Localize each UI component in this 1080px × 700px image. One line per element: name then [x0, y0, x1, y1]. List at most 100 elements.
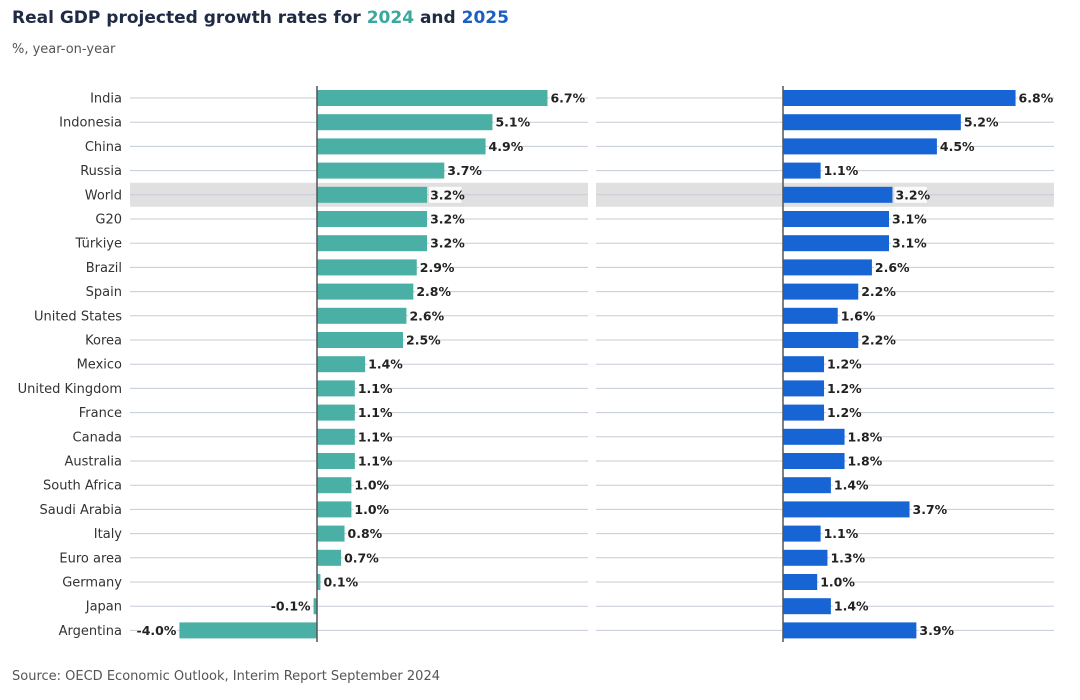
bar-2025-france — [783, 404, 825, 421]
value-label-bg-2024-france — [356, 404, 390, 421]
value-label-2025-saudi-arabia: 3.7% — [913, 502, 948, 517]
bar-2025-united-states — [783, 307, 838, 324]
value-label-2025-italy: 1.1% — [824, 526, 859, 541]
value-label-bg-2024-g20 — [429, 211, 462, 227]
value-label-2024-euro-area: 0.7% — [344, 550, 379, 565]
value-label-2024-saudi-arabia: 1.0% — [354, 502, 389, 517]
value-label-2025-mexico: 1.2% — [827, 357, 862, 372]
value-label-bg-2025-brazil — [873, 259, 907, 276]
bar-2025-canada — [783, 428, 845, 445]
value-label-bg-2025-italy — [822, 525, 856, 542]
bar-2025-world — [783, 186, 893, 203]
bar-2025-russia — [783, 162, 821, 179]
value-label-2024-world: 3.2% — [430, 187, 465, 202]
value-label-bg-2024-saudi-arabia — [353, 501, 386, 518]
bar-2025-brazil — [783, 259, 872, 276]
bar-2024-china — [317, 138, 486, 155]
value-label-2025-india: 6.8% — [1019, 91, 1054, 106]
category-label-united-kingdom: United Kingdom — [18, 382, 122, 397]
bar-2025-argentina — [783, 622, 917, 639]
value-label-bg-2025-france — [826, 404, 859, 421]
bar-2025-united-kingdom — [783, 380, 825, 397]
value-label-bg-2025-south-africa — [832, 477, 866, 494]
category-label-japan: Japan — [85, 600, 122, 615]
value-label-bg-2024-united-states — [408, 307, 441, 324]
value-label-bg-2025-korea — [860, 332, 893, 348]
category-label-t-rkiye: Türkiye — [74, 237, 122, 252]
value-label-2024-australia: 1.1% — [358, 454, 393, 469]
value-label-2025-russia: 1.1% — [824, 163, 859, 178]
source-note: Source: OECD Economic Outlook, Interim R… — [12, 669, 440, 684]
value-label-2024-south-africa: 1.0% — [354, 478, 389, 493]
bar-2024-argentina — [179, 622, 317, 639]
value-label-2025-spain: 2.2% — [861, 284, 896, 299]
category-label-south-africa: South Africa — [43, 479, 122, 494]
category-label-mexico: Mexico — [77, 358, 122, 373]
value-label-bg-2024-india — [549, 90, 582, 106]
value-label-2025-world: 3.2% — [895, 187, 930, 202]
bar-2025-indonesia — [783, 114, 961, 131]
title-prefix: Real GDP projected growth rates for — [12, 8, 367, 28]
bar-2024-india — [317, 90, 548, 106]
value-label-2025-japan: 1.4% — [834, 599, 869, 614]
category-label-spain: Spain — [86, 285, 122, 300]
category-label-g20: G20 — [95, 213, 122, 228]
value-label-2024-france: 1.1% — [358, 405, 393, 420]
value-label-2025-korea: 2.2% — [861, 333, 896, 348]
value-label-bg-2025-g20 — [891, 211, 924, 227]
category-label-korea: Korea — [85, 334, 122, 349]
value-label-bg-2024-germany — [322, 574, 355, 590]
value-label-2024-brazil: 2.9% — [420, 260, 455, 275]
value-label-bg-2025-mexico — [826, 356, 859, 373]
category-label-argentina: Argentina — [59, 624, 122, 639]
value-label-bg-2024-brazil — [418, 259, 452, 276]
bar-2024-france — [317, 404, 355, 421]
bar-2025-china — [783, 138, 937, 155]
bar-2024-t-rkiye — [317, 235, 428, 252]
value-label-2024-japan: -0.1% — [271, 599, 311, 614]
category-label-saudi-arabia: Saudi Arabia — [40, 503, 123, 518]
value-label-2025-south-africa: 1.4% — [834, 478, 869, 493]
value-label-bg-2024-euro-area — [343, 549, 376, 566]
bar-2025-saudi-arabia — [783, 501, 910, 518]
bar-2024-indonesia — [317, 114, 493, 131]
value-label-2024-united-kingdom: 1.1% — [358, 381, 393, 396]
bar-2025-spain — [783, 283, 859, 300]
value-label-2024-indonesia: 5.1% — [495, 115, 530, 130]
value-label-2024-china: 4.9% — [489, 139, 524, 154]
value-label-2024-india: 6.7% — [550, 91, 585, 106]
value-label-2024-g20: 3.2% — [430, 212, 465, 227]
bar-2024-brazil — [317, 259, 417, 276]
bar-2024-g20 — [317, 211, 428, 227]
value-label-2025-australia: 1.8% — [848, 454, 883, 469]
bar-2024-canada — [317, 428, 355, 445]
bar-2024-south-africa — [317, 477, 352, 494]
value-label-bg-2024-canada — [356, 428, 390, 445]
value-label-2024-canada: 1.1% — [358, 429, 393, 444]
bar-2024-japan — [313, 598, 317, 615]
value-label-bg-2025-japan — [832, 598, 866, 615]
value-label-2025-germany: 1.0% — [820, 575, 855, 590]
value-label-bg-2024-united-kingdom — [356, 380, 390, 397]
value-label-bg-2025-australia — [846, 453, 879, 469]
title-middle: and — [414, 8, 462, 28]
value-label-bg-2024-russia — [446, 162, 479, 179]
bar-2024-united-kingdom — [317, 380, 355, 397]
category-label-france: France — [79, 406, 122, 421]
category-label-russia: Russia — [80, 164, 122, 179]
bar-2025-euro-area — [783, 549, 828, 566]
bar-2024-italy — [317, 525, 345, 542]
category-label-italy: Italy — [94, 527, 123, 542]
bar-2024-australia — [317, 453, 355, 469]
value-label-bg-2025-indonesia — [962, 114, 996, 131]
value-label-2024-t-rkiye: 3.2% — [430, 236, 465, 251]
bar-2024-russia — [317, 162, 445, 179]
bar-2025-italy — [783, 525, 821, 542]
category-label-euro-area: Euro area — [59, 551, 122, 566]
value-label-bg-2025-euro-area — [829, 549, 862, 566]
value-label-2025-g20: 3.1% — [892, 212, 927, 227]
value-label-bg-2024-t-rkiye — [429, 235, 462, 252]
title-year-2025: 2025 — [461, 8, 509, 28]
value-label-2024-mexico: 1.4% — [368, 357, 403, 372]
bar-2024-spain — [317, 283, 414, 300]
